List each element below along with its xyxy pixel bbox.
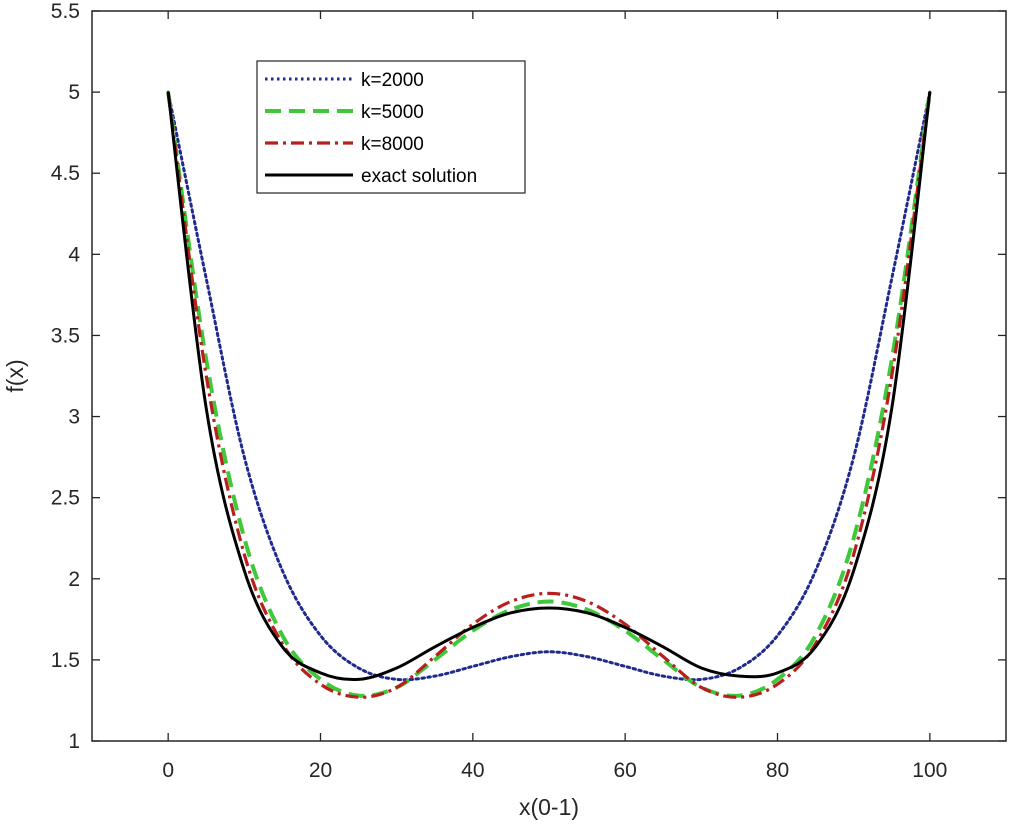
plot-area: 0 20 40 60 80 100 1 1.5 2 2.5 3 3.5 4 4.5 5 5.5 <box>51 0 1007 782</box>
legend-items: k=2000 k=5000 k=8000 exact solution <box>265 70 477 187</box>
y-tick-label: 1.5 <box>51 649 80 672</box>
legend: k=2000 k=5000 k=8000 exact solution <box>256 60 526 194</box>
series-line-4 <box>166 91 932 682</box>
legend-label-2: k=5000 <box>361 102 424 123</box>
series-line-1 <box>166 90 932 682</box>
legend-label-3: k=8000 <box>361 134 424 155</box>
x-tick-label: 60 <box>613 759 636 782</box>
y-tick-label: 3 <box>68 406 80 429</box>
x-tick-label: 80 <box>766 759 789 782</box>
x-tick-label: 20 <box>309 759 332 782</box>
y-axis-label: f(x) <box>2 359 28 392</box>
x-tick-label: 0 <box>162 759 174 782</box>
ticks-layer: 0 20 40 60 80 100 1 1.5 2 2.5 3 3.5 4 4.5 5 5.5 <box>51 0 1006 782</box>
y-tick-label: 3.5 <box>51 324 80 347</box>
x-tick-label: 40 <box>461 759 484 782</box>
series-layer <box>166 90 932 699</box>
y-tick-label: 1 <box>68 730 80 753</box>
y-tick-label: 2.5 <box>51 487 80 510</box>
x-tick-label: 100 <box>912 759 947 782</box>
plot-frame <box>91 10 1007 742</box>
series-line-2 <box>166 91 932 698</box>
y-tick-label: 2 <box>68 568 80 591</box>
y-tick-label: 5.5 <box>51 0 80 23</box>
legend-label-1: k=2000 <box>361 70 424 91</box>
y-tick-label: 4.5 <box>51 162 80 185</box>
y-tick-label: 4 <box>68 243 80 266</box>
x-axis-label: x(0-1) <box>519 794 579 820</box>
legend-box <box>256 60 526 194</box>
legend-label-4: exact solution <box>361 166 477 187</box>
series-line-3 <box>166 91 932 699</box>
y-tick-label: 5 <box>68 81 80 104</box>
